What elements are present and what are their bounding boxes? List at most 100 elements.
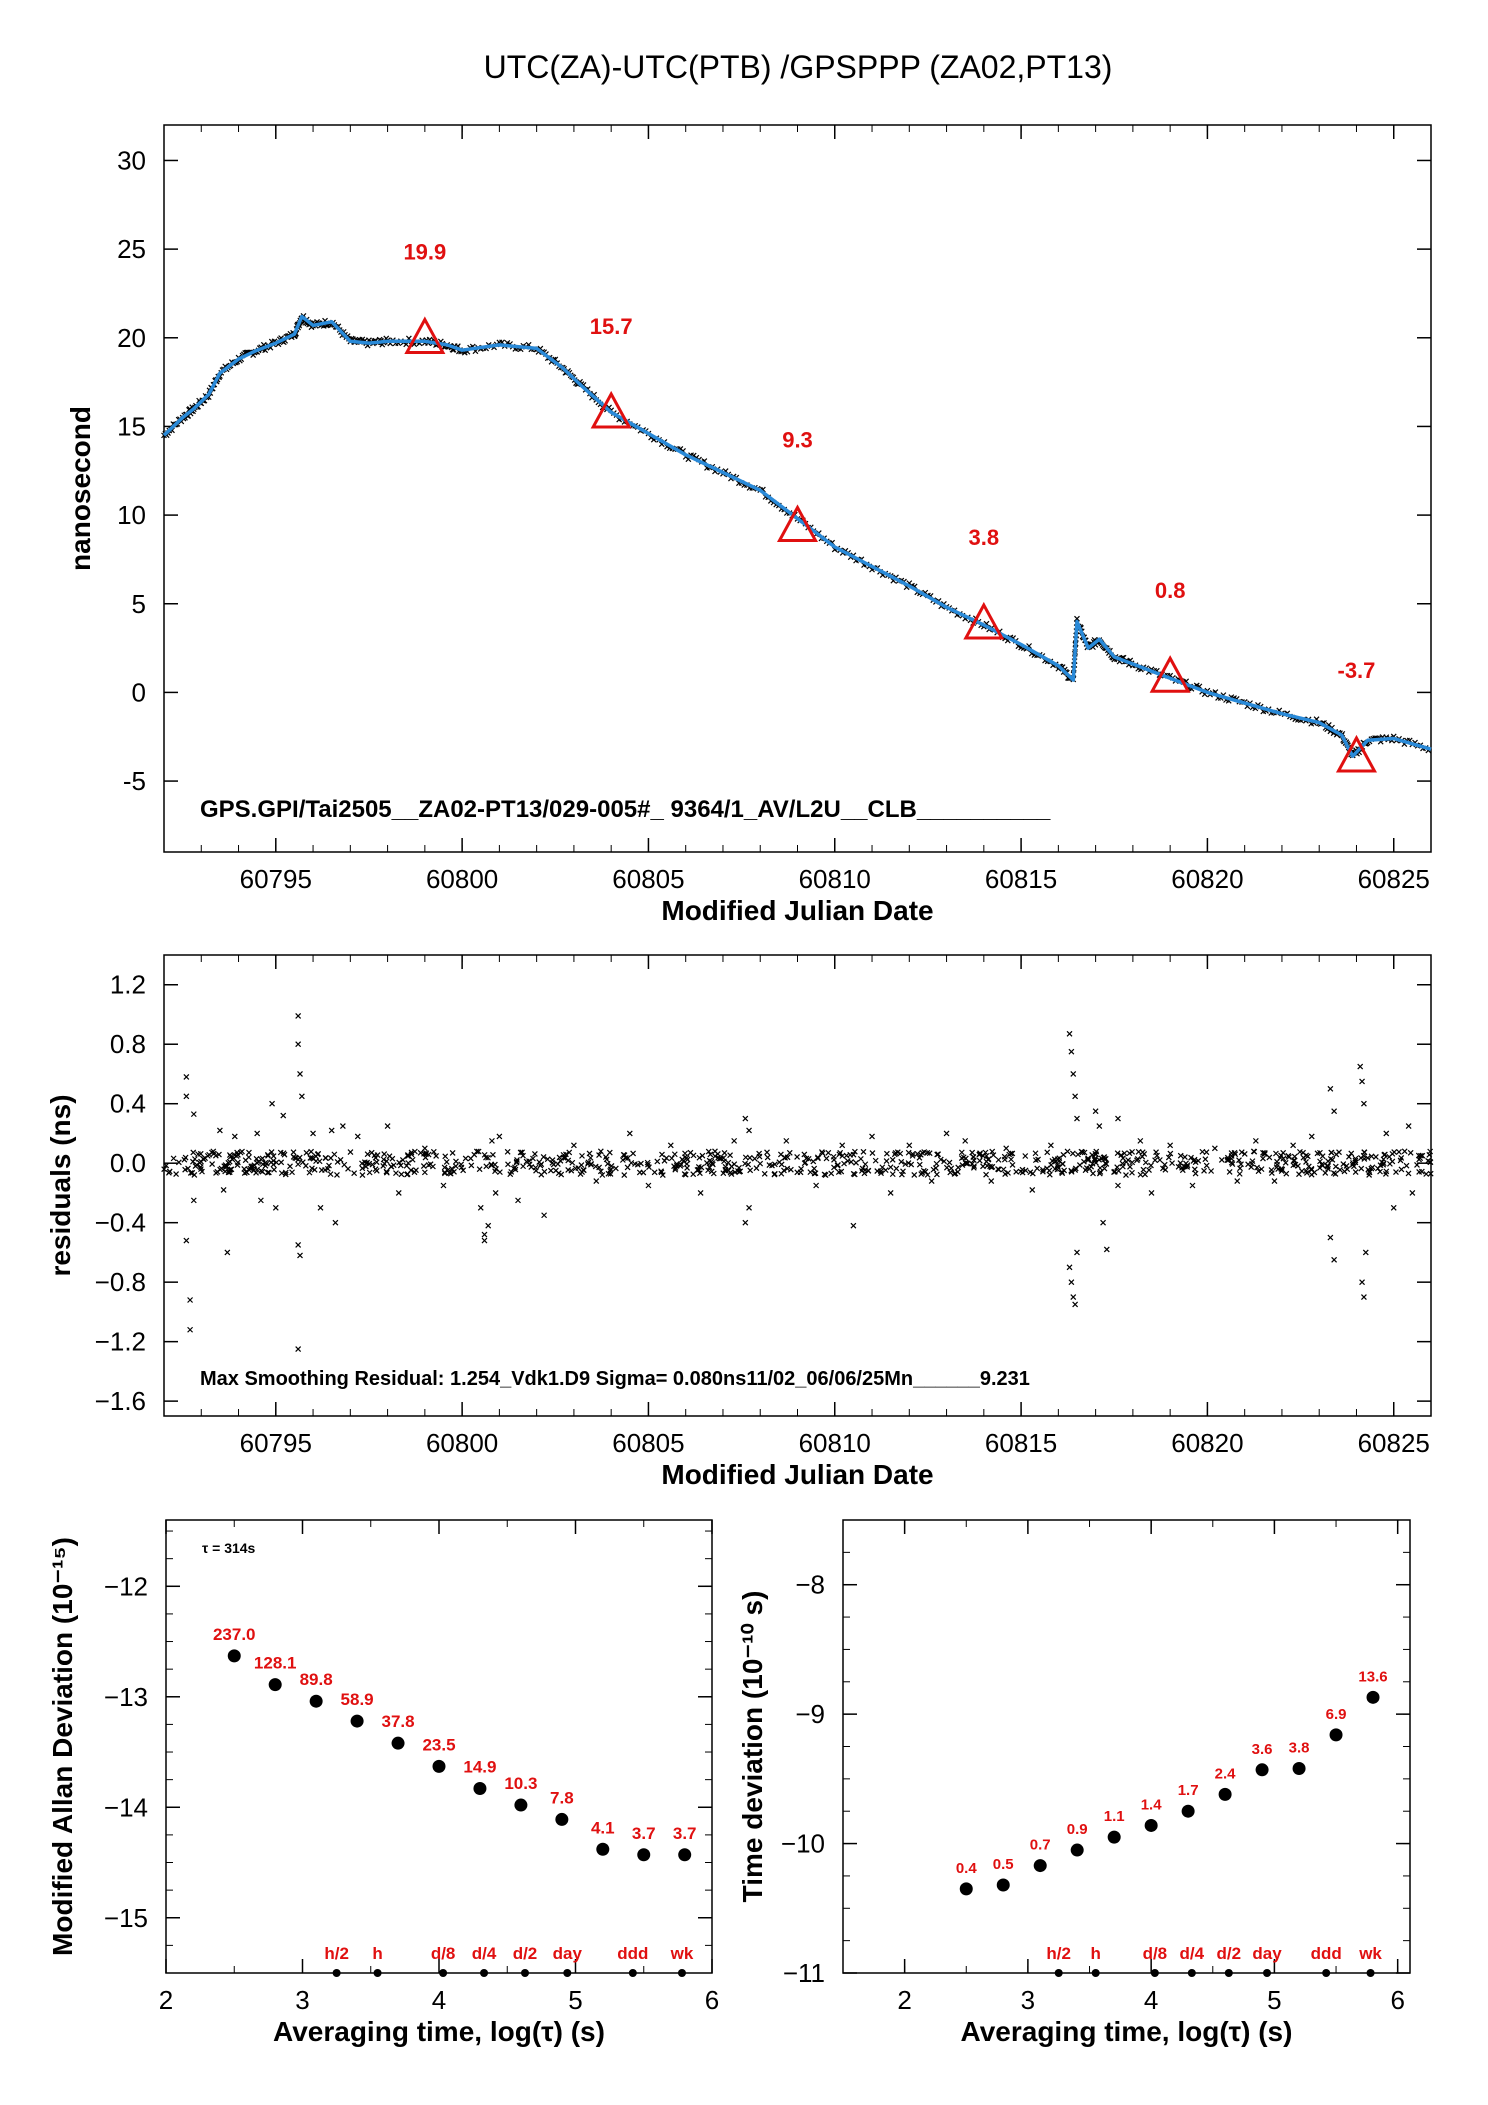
data-point bbox=[1033, 1859, 1047, 1873]
residual-point bbox=[1327, 1234, 1334, 1241]
tau-marker-label: d/8 bbox=[431, 1944, 456, 1963]
x-tick-label: 4 bbox=[432, 1985, 446, 2015]
residual-point bbox=[468, 1162, 475, 1169]
residual-point bbox=[597, 1168, 604, 1175]
tau-marker-dot bbox=[1150, 1969, 1159, 1977]
residual-point bbox=[1382, 1171, 1389, 1177]
residual-point bbox=[1403, 1162, 1410, 1169]
residual-point bbox=[403, 1162, 410, 1169]
residual-point bbox=[552, 1167, 559, 1174]
tau-marker-dot bbox=[1054, 1969, 1063, 1977]
data-value-label: 6.9 bbox=[1326, 1706, 1347, 1723]
residual-point bbox=[161, 1166, 168, 1173]
residual-point bbox=[309, 1165, 315, 1172]
residual-point bbox=[332, 1219, 339, 1226]
residual-point bbox=[560, 1151, 567, 1158]
residual-point bbox=[622, 1154, 629, 1161]
time-difference-panel: 60795 60800 60805 60810 60815 60820 60825 -5 0 5 1… bbox=[65, 124, 1432, 926]
residual-point bbox=[605, 1170, 612, 1177]
residual-point bbox=[297, 1071, 303, 1077]
residual-point bbox=[1167, 1150, 1174, 1157]
residual-point bbox=[1286, 1154, 1292, 1161]
residual-point bbox=[384, 1123, 391, 1129]
residual-point bbox=[893, 1165, 900, 1172]
residual-point bbox=[1129, 1159, 1136, 1166]
residual-point bbox=[990, 1152, 997, 1158]
residual-point bbox=[1101, 1156, 1108, 1163]
residual-point bbox=[458, 1161, 465, 1168]
residual-point bbox=[1238, 1161, 1244, 1168]
residual-point bbox=[776, 1159, 783, 1166]
data-point bbox=[1070, 1843, 1084, 1857]
residual-point bbox=[264, 1169, 271, 1176]
y-axis-label: nanosecond bbox=[65, 406, 96, 571]
triangle-marker bbox=[590, 390, 632, 429]
residual-point bbox=[983, 1171, 989, 1178]
y-axis-label: Time deviation (10⁻¹⁰ s) bbox=[737, 1591, 768, 1903]
y-tick-label: −11 bbox=[783, 1958, 825, 1988]
residual-point bbox=[1274, 1161, 1281, 1168]
residual-point bbox=[1008, 1156, 1015, 1163]
y-tick-label: −1.2 bbox=[95, 1327, 146, 1357]
residual-point bbox=[396, 1159, 403, 1166]
residual-point bbox=[926, 1150, 933, 1157]
x-tick-label: 60810 bbox=[799, 1428, 871, 1458]
residual-point bbox=[1115, 1115, 1121, 1122]
residual-point bbox=[290, 1149, 297, 1156]
residual-point bbox=[282, 1171, 289, 1178]
residual-point bbox=[460, 1167, 467, 1174]
residual-point bbox=[962, 1137, 969, 1144]
residual-point bbox=[810, 1158, 817, 1165]
residual-point bbox=[1039, 1166, 1046, 1173]
residual-point bbox=[914, 1150, 921, 1157]
residual-point bbox=[227, 1166, 234, 1173]
residual-point bbox=[619, 1157, 626, 1163]
data-value-label: 13.6 bbox=[1358, 1668, 1387, 1685]
residual-point bbox=[727, 1152, 734, 1159]
residual-point bbox=[784, 1165, 791, 1172]
residual-point bbox=[1350, 1163, 1357, 1170]
residual-point bbox=[445, 1166, 452, 1173]
y-tick-label: −10 bbox=[781, 1829, 825, 1859]
fit-line bbox=[162, 314, 1432, 758]
residual-point bbox=[987, 1163, 993, 1170]
y-tick-label: -5 bbox=[123, 766, 146, 796]
residual-point bbox=[488, 1161, 495, 1168]
residual-point bbox=[844, 1158, 851, 1164]
data-point bbox=[309, 1694, 323, 1708]
residual-point bbox=[1360, 1152, 1367, 1159]
y-tick-label: −14 bbox=[104, 1792, 148, 1822]
residual-point bbox=[442, 1153, 449, 1160]
plot-frame bbox=[842, 1519, 1411, 1974]
residual-point bbox=[281, 1151, 288, 1158]
residual-point bbox=[388, 1163, 395, 1170]
residual-point bbox=[277, 1149, 284, 1156]
residual-point bbox=[544, 1156, 551, 1163]
residual-point bbox=[216, 1151, 222, 1158]
residual-point bbox=[175, 1159, 182, 1166]
residual-point bbox=[843, 1152, 850, 1159]
residual-point bbox=[1083, 1165, 1090, 1171]
residual-point bbox=[481, 1231, 488, 1238]
residual-point bbox=[698, 1164, 705, 1171]
residual-point bbox=[1146, 1167, 1152, 1173]
y-tick-label: 0.0 bbox=[110, 1148, 146, 1178]
residual-point bbox=[781, 1167, 787, 1174]
x-axis-label: Averaging time, log(τ) (s) bbox=[273, 2016, 605, 2047]
residual-point bbox=[234, 1162, 241, 1169]
residual-point bbox=[626, 1130, 633, 1137]
residual-point bbox=[510, 1165, 517, 1172]
residual-point bbox=[604, 1160, 611, 1167]
residual-point bbox=[747, 1167, 754, 1174]
residual-point bbox=[586, 1150, 593, 1157]
residual-point bbox=[963, 1160, 970, 1167]
residual-point bbox=[1070, 1294, 1077, 1300]
residual-point bbox=[878, 1170, 884, 1177]
data-point bbox=[959, 1882, 973, 1896]
residual-point bbox=[1009, 1150, 1016, 1157]
residual-point bbox=[1044, 1149, 1051, 1156]
residual-point bbox=[801, 1160, 808, 1167]
data-point bbox=[1181, 1804, 1195, 1818]
residual-point bbox=[1275, 1166, 1282, 1172]
residual-point bbox=[958, 1155, 965, 1161]
